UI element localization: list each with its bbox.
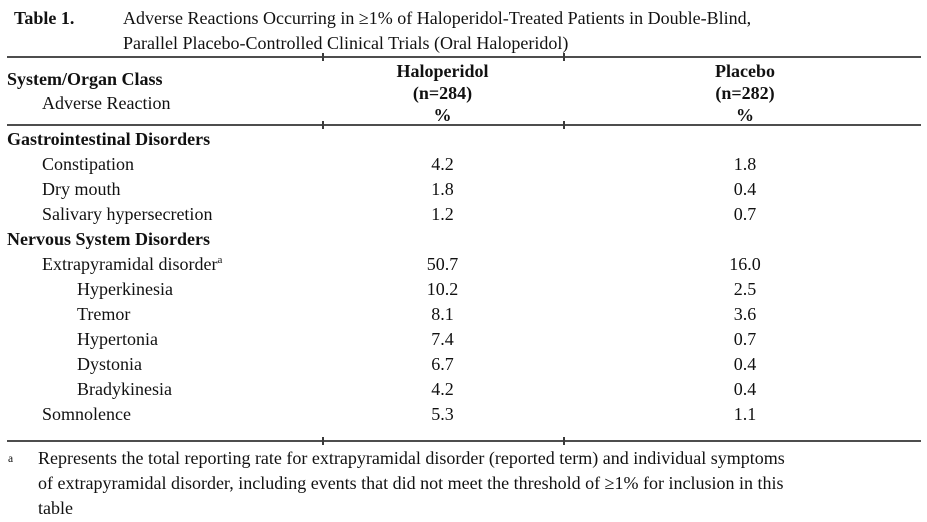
table-footnote: a Represents the total reporting rate fo…: [8, 446, 922, 521]
table-row: Bradykinesia 4.2 0.4: [0, 377, 927, 402]
header-haloperidol-n: (n=284): [412, 83, 473, 103]
column-divider-tick: [322, 121, 324, 129]
haloperidol-value: 5.3: [431, 404, 454, 424]
haloperidol-value: 8.1: [431, 304, 454, 324]
column-divider-tick: [322, 437, 324, 445]
header-placebo: Placebo (n=282) %: [563, 58, 927, 126]
placebo-value: 1.1: [733, 404, 757, 424]
header-haloperidol: Haloperidol (n=284) %: [322, 58, 563, 126]
table-row: Constipation 4.2 1.8: [0, 152, 927, 177]
haloperidol-value: 7.4: [431, 329, 454, 349]
table-row: Extrapyramidal disordera 50.7 16.0: [0, 252, 927, 277]
reaction-label: Extrapyramidal disordera: [0, 252, 322, 277]
header-system-organ-class: System/Organ Class Adverse Reaction: [0, 58, 322, 126]
haloperidol-value: 1.2: [431, 204, 454, 224]
footnote-text: Represents the total reporting rate for …: [38, 446, 922, 521]
header-col1-line2: Adverse Reaction: [42, 93, 171, 113]
footnote-line-3: table: [38, 498, 73, 518]
reaction-label: Tremor: [77, 304, 131, 324]
footnote-line-1: Represents the total reporting rate for …: [38, 448, 785, 468]
placebo-value: 0.4: [733, 354, 757, 374]
placebo-value: 0.4: [733, 179, 757, 199]
footnote-line-2: of extrapyramidal disorder, including ev…: [38, 473, 784, 493]
header-placebo-n: (n=282): [715, 83, 775, 103]
haloperidol-value: 1.8: [431, 179, 454, 199]
section-label: Nervous System Disorders: [7, 229, 210, 249]
section-label: Gastrointestinal Disorders: [7, 129, 211, 149]
table-number: Table 1.: [14, 8, 75, 28]
haloperidol-value: 4.2: [431, 154, 454, 174]
table-row: Hyperkinesia 10.2 2.5: [0, 277, 927, 302]
table-row: Somnolence 5.3 1.1: [0, 402, 927, 427]
reaction-label: Dry mouth: [42, 179, 121, 199]
column-divider-tick: [322, 53, 324, 61]
placebo-value: 1.8: [733, 154, 757, 174]
top-rule: [7, 53, 921, 61]
footnote-reference: a: [217, 254, 223, 266]
haloperidol-value: [322, 127, 563, 152]
haloperidol-value: 10.2: [426, 279, 459, 299]
placebo-value: 3.6: [733, 304, 757, 324]
column-divider-tick: [563, 121, 565, 129]
table-title-line-2: Parallel Placebo-Controlled Clinical Tri…: [123, 33, 569, 53]
header-placebo-name: Placebo: [715, 61, 775, 81]
reaction-label: Hyperkinesia: [77, 279, 173, 299]
reaction-label: Somnolence: [42, 404, 131, 424]
table-row: Salivary hypersecretion 1.2 0.7: [0, 202, 927, 227]
table-header-row: System/Organ Class Adverse Reaction Halo…: [0, 58, 927, 126]
placebo-value: 2.5: [733, 279, 757, 299]
header-haloperidol-unit: %: [433, 105, 452, 125]
header-bottom-rule: [7, 121, 921, 129]
reaction-label: Salivary hypersecretion: [42, 204, 213, 224]
table-title: Table 1. Adverse Reactions Occurring in …: [14, 6, 914, 56]
table-title-text: Adverse Reactions Occurring in ≥1% of Ha…: [123, 6, 914, 56]
table-row: Hypertonia 7.4 0.7: [0, 327, 927, 352]
table-section-row: Gastrointestinal Disorders: [0, 127, 927, 152]
table-row: Dry mouth 1.8 0.4: [0, 177, 927, 202]
column-divider-tick: [563, 53, 565, 61]
table-body: Gastrointestinal Disorders Constipation …: [0, 127, 927, 427]
placebo-value: [563, 227, 927, 252]
table-title-line-1: Adverse Reactions Occurring in ≥1% of Ha…: [123, 8, 752, 28]
haloperidol-value: 4.2: [431, 379, 454, 399]
placebo-value: [563, 127, 927, 152]
placebo-value: 0.4: [733, 379, 757, 399]
header-col1-line1: System/Organ Class: [7, 69, 163, 89]
bottom-rule: [7, 437, 921, 445]
reaction-label: Constipation: [42, 154, 135, 174]
table-section-row: Nervous System Disorders: [0, 227, 927, 252]
reaction-label: Hypertonia: [77, 329, 158, 349]
reaction-label: Bradykinesia: [77, 379, 172, 399]
header-haloperidol-name: Haloperidol: [396, 61, 489, 81]
placebo-value: 0.7: [733, 204, 757, 224]
column-divider-tick: [563, 437, 565, 445]
table-row: Dystonia 6.7 0.4: [0, 352, 927, 377]
haloperidol-value: 50.7: [426, 254, 459, 274]
placebo-value: 16.0: [729, 254, 761, 274]
table-row: Tremor 8.1 3.6: [0, 302, 927, 327]
haloperidol-value: 6.7: [431, 354, 454, 374]
header-placebo-unit: %: [736, 105, 754, 125]
placebo-value: 0.7: [733, 329, 757, 349]
reaction-label-text: Extrapyramidal disorder: [42, 254, 218, 274]
reaction-label: Dystonia: [77, 354, 142, 374]
footnote-marker: a: [8, 453, 14, 465]
haloperidol-value: [322, 227, 563, 252]
